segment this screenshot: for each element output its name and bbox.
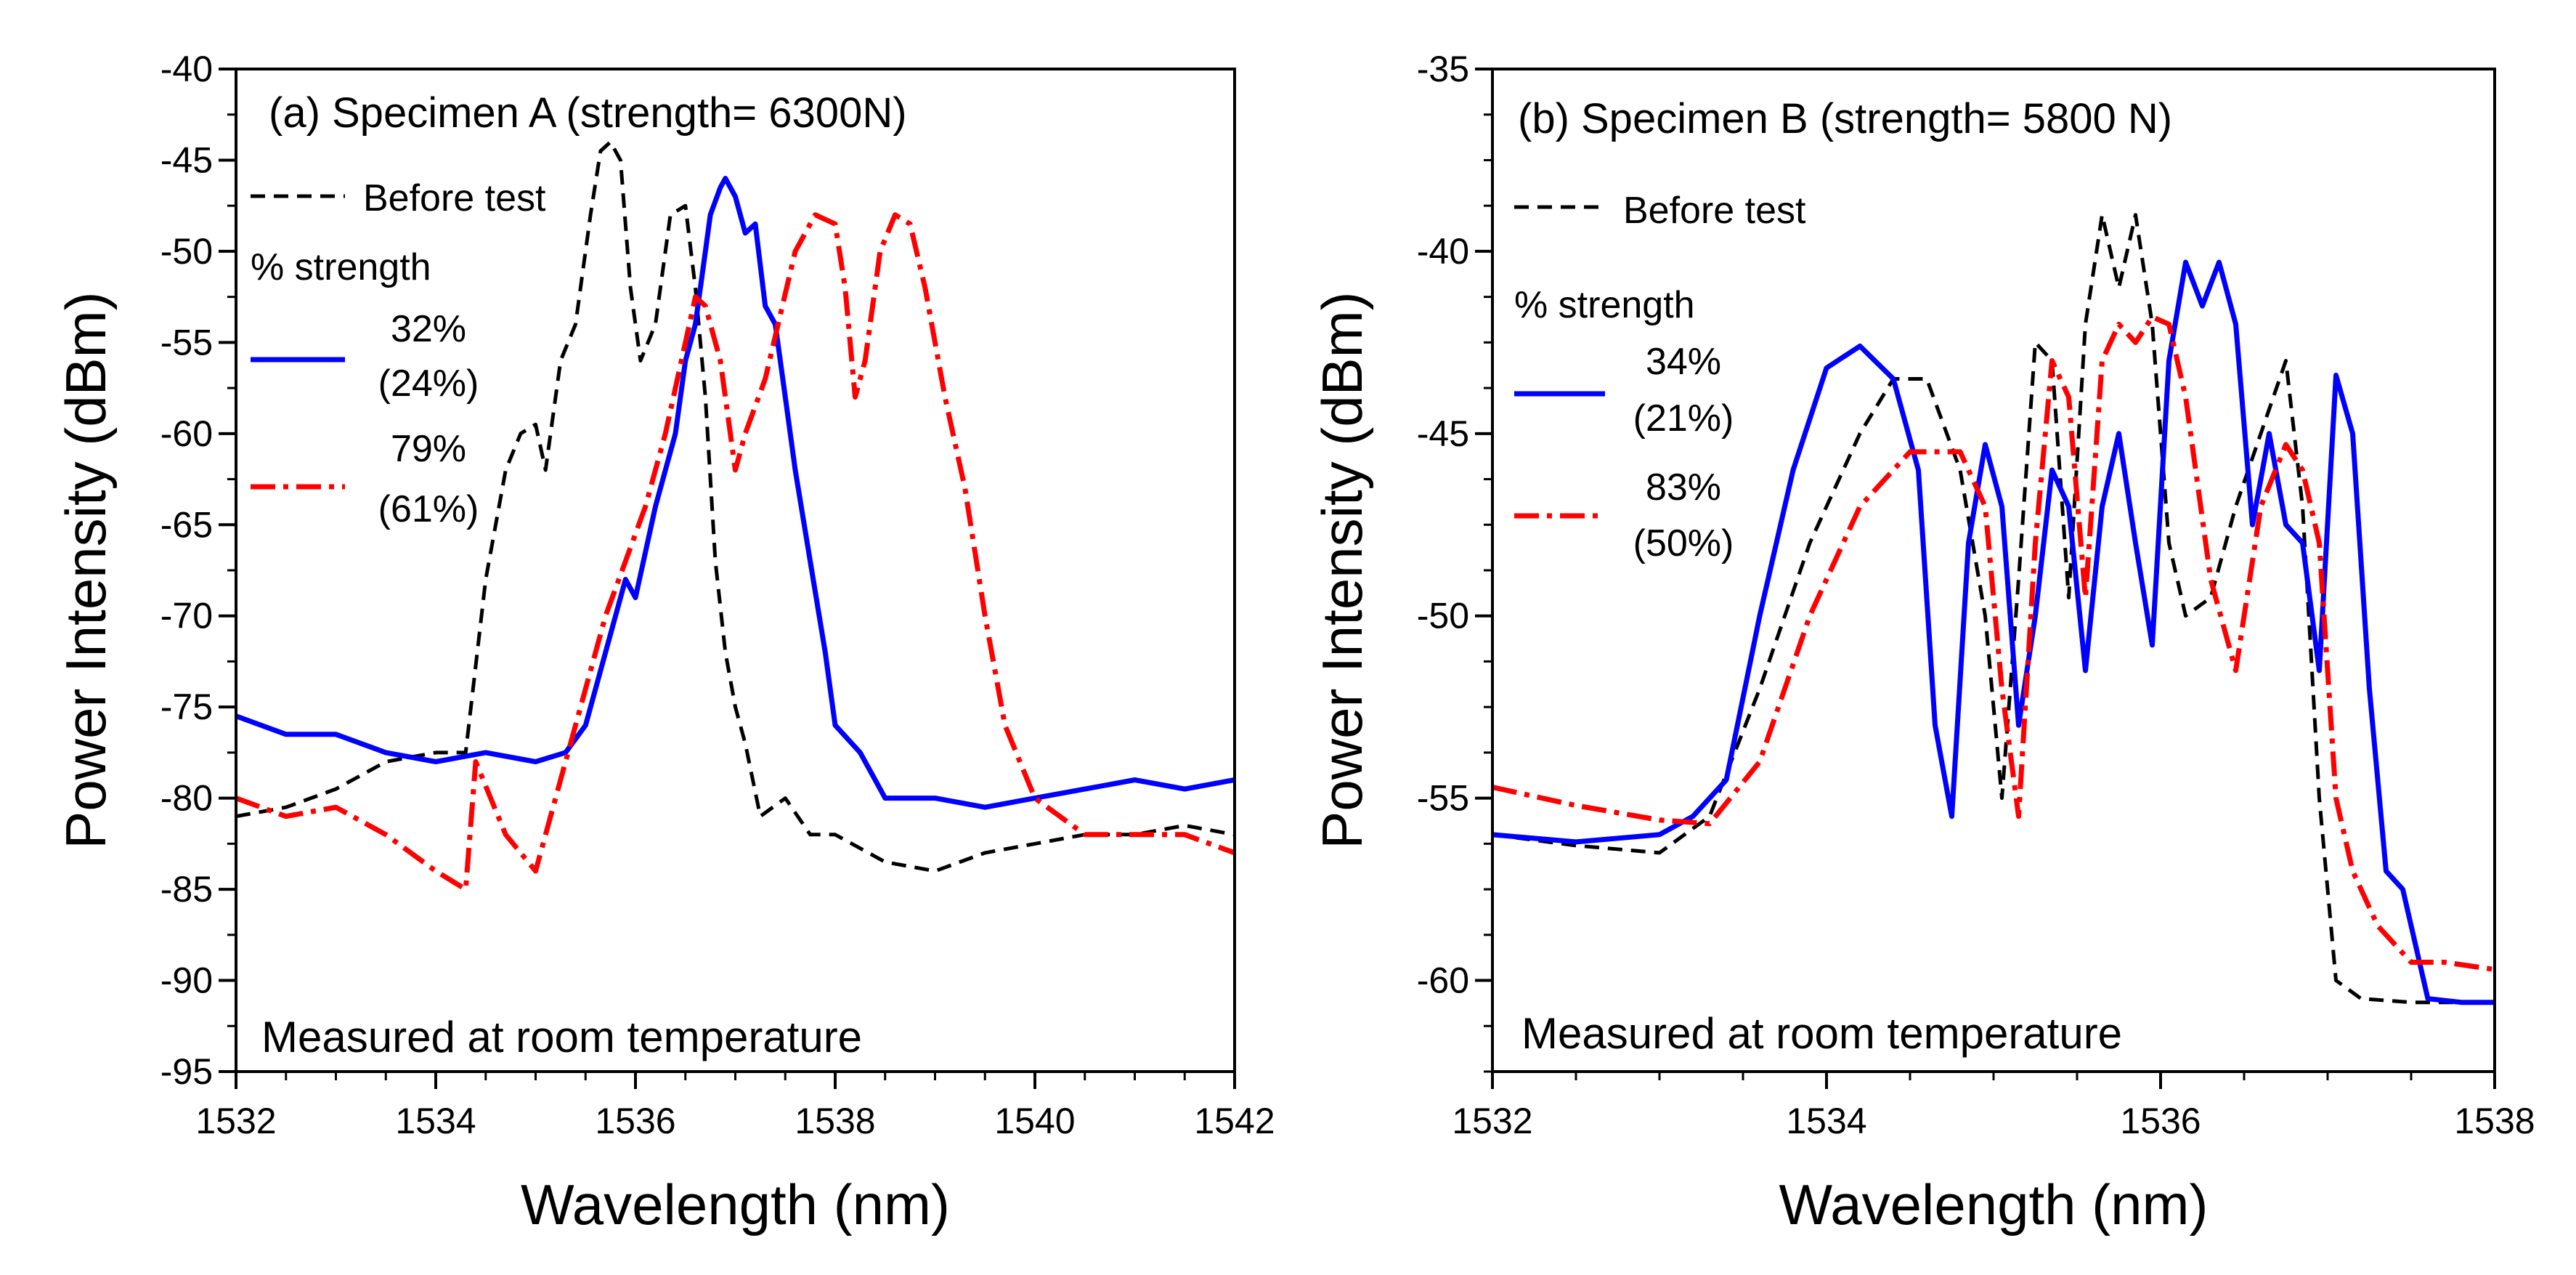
x-tick-label: 1536 [595,1101,675,1141]
x-axis-title: Wavelength (nm) [521,1173,950,1236]
plot-frame [235,68,1236,1073]
y-tick-label: -95 [161,1051,213,1092]
legend-label: 83% [1646,466,1721,509]
y-tick-label: -50 [1417,596,1469,636]
legend-label: (50%) [1633,522,1734,564]
series-line-before-test [1492,213,2495,1005]
x-tick-label: 1532 [1452,1101,1532,1141]
y-tick-label: -40 [161,49,213,89]
x-tick-label: 1542 [1194,1101,1275,1141]
y-tick-label: -45 [1417,413,1469,454]
x-tick-label: 1534 [1786,1101,1866,1141]
series-line-83-50- [1492,314,2495,972]
x-axis-title: Wavelength (nm) [1779,1173,2209,1236]
legend: Before test % strength 34% (21%) 83% (50%) [1514,190,1806,564]
x-tick-label: 1538 [2454,1101,2535,1141]
legend-label: Before test [363,177,546,219]
series-line-32-24- [236,176,1235,810]
y-tick-label: -90 [161,960,213,1001]
y-tick-label: -60 [1417,960,1469,1001]
y-tick-label: -45 [161,139,213,180]
y-tick-label: -60 [161,413,213,454]
y-tick-label: -55 [161,322,213,363]
legend-heading: % strength [1514,284,1695,326]
y-tick-label: -50 [161,231,213,272]
y-tick-label: -40 [1417,231,1469,272]
legend-label: (21%) [1633,397,1734,440]
measurement-note: Measured at room temperature [1521,1009,2122,1058]
x-tick-label: 1540 [994,1101,1075,1141]
x-tick-label: 1536 [2120,1101,2201,1141]
panel-title: (a) Specimen A (strength= 6300N) [269,89,907,137]
y-axis-title: Power Intensity (dBm) [1310,291,1374,849]
x-tick-label: 1538 [795,1101,875,1141]
y-tick-label: -70 [161,596,213,636]
y-tick-label: -80 [161,778,213,819]
y-axis-title: Power Intensity (dBm) [54,291,118,849]
legend-label: (61%) [378,488,479,530]
measurement-note: Measured at room temperature [261,1013,862,1061]
series-line-before-test [236,139,1235,873]
chart-panel-b: -60 -55 -50 -45 -40 -35 1532 1534 1536 1538 Wavele… [1310,49,2535,1236]
legend-label: Before test [1623,190,1806,232]
panel-title: (b) Specimen B (strength= 5800 N) [1518,95,2172,142]
y-tick-label: -35 [1417,49,1469,89]
legend-label: 79% [391,428,466,470]
legend-heading: % strength [251,246,431,288]
x-tick-label: 1534 [395,1101,476,1141]
legend-label: (24%) [378,363,479,405]
y-tick-label: -65 [161,504,213,545]
series-line-34-21- [1492,259,2495,1005]
legend-label: 34% [1646,341,1721,383]
y-tick-label: -55 [1417,778,1469,819]
chart-panel-a: -95 -90 -85 -80 -75 -70 -65 -60 -55 -50 -45 -40 1532… [54,49,1275,1236]
y-tick-label: -75 [161,687,213,727]
legend-label: 32% [391,308,466,350]
y-tick-label: -85 [161,869,213,910]
legend: Before test % strength 32% (24%) 79% (61%) [251,177,546,530]
x-tick-label: 1532 [195,1101,276,1141]
